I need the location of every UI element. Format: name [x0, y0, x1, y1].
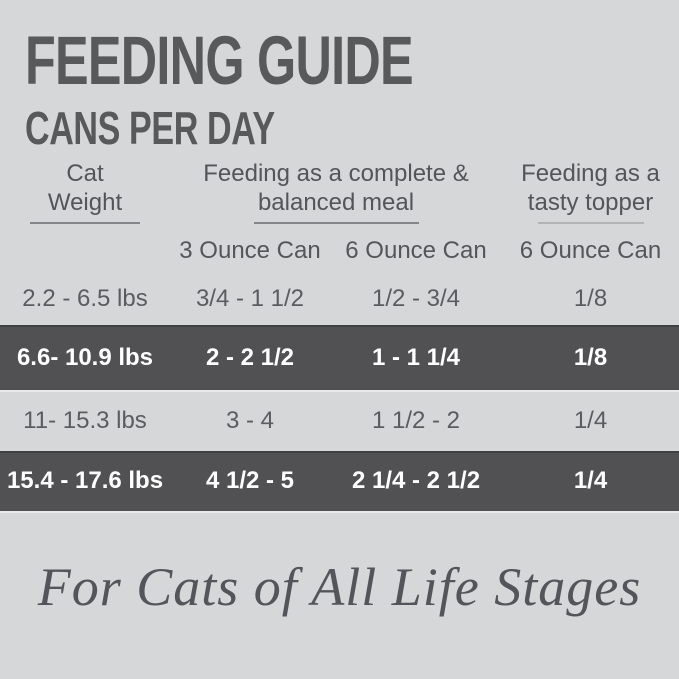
title-block: FEEDING GUIDE CANS PER DAY: [25, 26, 556, 151]
table-row-highlighted: 6.6- 10.9 lbs 2 - 2 1/2 1 - 1 1/4 1/8: [0, 325, 679, 390]
cell-6oz-can: 1 - 1 1/4: [371, 343, 461, 371]
header-underline: [30, 222, 140, 224]
column-header-tasty-topper: Feeding as a tasty topper: [502, 158, 679, 230]
cell-topper: 1/4: [573, 467, 608, 494]
page-title: FEEDING GUIDE: [25, 22, 414, 99]
column-header-line: Cat: [66, 160, 104, 187]
column-header-line: Weight: [47, 189, 123, 216]
subheader-6oz-can-meal: 6 Ounce Can: [345, 237, 487, 264]
header-underline: [253, 222, 419, 224]
cell-topper: 1/8: [573, 343, 608, 371]
cell-cat-weight: 11- 15.3 lbs: [23, 406, 147, 434]
cell-3oz-can: 3 - 4: [225, 406, 275, 434]
tagline-script: For Cats of All Life Stages: [37, 557, 642, 617]
cell-topper: 1/8: [573, 284, 608, 312]
cell-3oz-can: 4 1/2 - 5: [205, 467, 295, 494]
subheader-6oz-can-topper: 6 Ounce Can: [519, 237, 662, 264]
cell-3oz-can: 2 - 2 1/2: [205, 343, 295, 371]
column-header-cat-weight: Cat Weight: [0, 158, 170, 230]
feeding-table: Cat Weight Feeding as a complete & balan…: [0, 158, 679, 511]
cell-6oz-can: 1/2 - 3/4: [371, 284, 461, 312]
table-row-highlighted: 15.4 - 17.6 lbs 4 1/2 - 5 2 1/4 - 2 1/2 …: [0, 451, 679, 511]
table-row: 11- 15.3 lbs 3 - 4 1 1/2 - 2 1/4: [0, 390, 679, 451]
cell-6oz-can: 2 1/4 - 2 1/2: [351, 467, 481, 494]
page-subtitle: CANS PER DAY: [25, 102, 275, 154]
table-subheader-row: 3 Ounce Can 6 Ounce Can 6 Ounce Can: [0, 230, 679, 272]
cell-cat-weight: 2.2 - 6.5 lbs: [22, 284, 148, 312]
cell-3oz-can: 3/4 - 1 1/2: [195, 284, 305, 312]
cell-topper: 1/4: [573, 406, 608, 434]
column-header-line: tasty topper: [527, 189, 654, 216]
header-underline: [537, 222, 644, 224]
column-header-line: Feeding as a: [521, 160, 660, 187]
table-row: 2.2 - 6.5 lbs 3/4 - 1 1/2 1/2 - 3/4 1/8: [0, 272, 679, 325]
subheader-3oz-can: 3 Ounce Can: [179, 237, 321, 264]
cell-cat-weight: 15.4 - 17.6 lbs: [6, 467, 164, 494]
column-header-line: Feeding as a complete &: [203, 160, 469, 187]
column-header-line: balanced meal: [257, 189, 415, 216]
cell-6oz-can: 1 1/2 - 2: [371, 406, 461, 434]
table-group-header-row: Cat Weight Feeding as a complete & balan…: [0, 158, 679, 230]
cell-cat-weight: 6.6- 10.9 lbs: [16, 343, 154, 371]
column-header-complete-meal: Feeding as a complete & balanced meal: [170, 158, 502, 230]
